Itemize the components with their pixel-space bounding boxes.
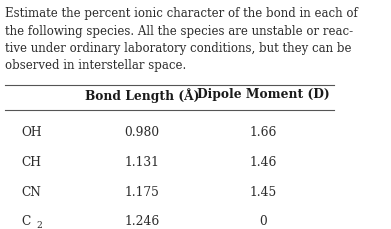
Text: 1.131: 1.131 <box>125 156 160 169</box>
Text: Estimate the percent ionic character of the bond in each of: Estimate the percent ionic character of … <box>5 7 357 20</box>
Text: 1.175: 1.175 <box>125 185 160 199</box>
Text: 0: 0 <box>259 215 267 229</box>
Text: the following species. All the species are unstable or reac-: the following species. All the species a… <box>5 25 353 38</box>
Text: CN: CN <box>22 185 41 199</box>
Text: OH: OH <box>22 126 42 139</box>
Text: 1.45: 1.45 <box>249 185 277 199</box>
Text: 1.66: 1.66 <box>249 126 277 139</box>
Text: CH: CH <box>22 156 41 169</box>
Text: 1.46: 1.46 <box>249 156 277 169</box>
Text: observed in interstellar space.: observed in interstellar space. <box>5 59 186 72</box>
Text: 1.246: 1.246 <box>125 215 160 229</box>
Text: C: C <box>22 215 31 229</box>
Text: tive under ordinary laboratory conditions, but they can be: tive under ordinary laboratory condition… <box>5 42 351 55</box>
Text: 0.980: 0.980 <box>125 126 160 139</box>
Text: Dipole Moment (D): Dipole Moment (D) <box>197 88 329 101</box>
Text: Bond Length (Å): Bond Length (Å) <box>85 88 199 103</box>
Text: 2: 2 <box>37 221 43 229</box>
